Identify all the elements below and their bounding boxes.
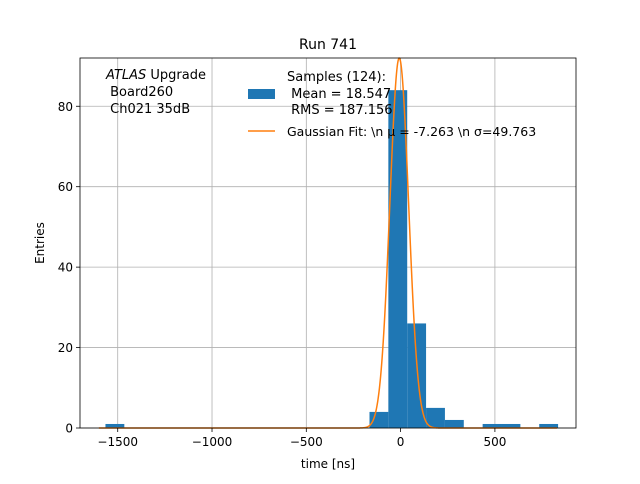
x-tick-label-4: 500	[483, 435, 506, 449]
annotation-line-2: Board260	[106, 85, 173, 100]
x-tick-label-0: −1500	[97, 435, 138, 449]
chart-title: Run 741	[299, 37, 357, 53]
y-tick-label-3: 60	[58, 180, 73, 194]
annotation-upgrade: Upgrade	[146, 68, 206, 83]
histogram-bar-2	[388, 90, 408, 428]
x-tick-label-1: −1000	[192, 435, 233, 449]
y-axis-label: Entries	[33, 222, 47, 264]
legend-histogram-line-3: RMS = 187.156	[287, 103, 393, 118]
legend-histogram-swatch	[248, 89, 275, 99]
histogram-bar-6	[482, 423, 502, 428]
histogram-bar-4	[426, 407, 445, 428]
histogram-bar-8	[539, 423, 559, 428]
y-tick-label-0: 0	[65, 422, 73, 436]
atlas-annotation: ATLAS Upgrade Board260 Ch021 35dB	[105, 68, 206, 117]
annotation-atlas-italic: ATLAS	[105, 68, 146, 83]
x-tick-label-2: −500	[290, 435, 323, 449]
plot-frame	[79, 57, 577, 429]
y-tick-label-2: 40	[58, 261, 73, 275]
y-tick-label-1: 20	[58, 341, 73, 355]
annotation-line-3: Ch021 35dB	[106, 102, 190, 117]
y-axis-ticks: 0 20 40 60 80	[58, 100, 80, 436]
histogram-bar-1	[369, 411, 389, 428]
x-tick-label-3: 0	[397, 435, 405, 449]
legend: Samples (124): Mean = 18.547 RMS = 187.1…	[248, 70, 536, 139]
histogram-bar-5	[444, 419, 464, 428]
legend-fit-label: Gaussian Fit: \n μ = -7.263 \n σ=49.763	[287, 124, 536, 139]
legend-histogram-line-2: Mean = 18.547	[287, 87, 391, 102]
x-axis-ticks: −1500 −1000 −500 0 500	[97, 428, 506, 449]
y-tick-label-4: 80	[58, 100, 73, 114]
legend-histogram-line-1: Samples (124):	[287, 70, 386, 85]
histogram-bar-7	[501, 423, 521, 428]
annotation-line-1: ATLAS Upgrade	[105, 68, 206, 83]
x-axis-label: time [ns]	[301, 457, 355, 471]
histogram-bar-0	[105, 423, 125, 428]
